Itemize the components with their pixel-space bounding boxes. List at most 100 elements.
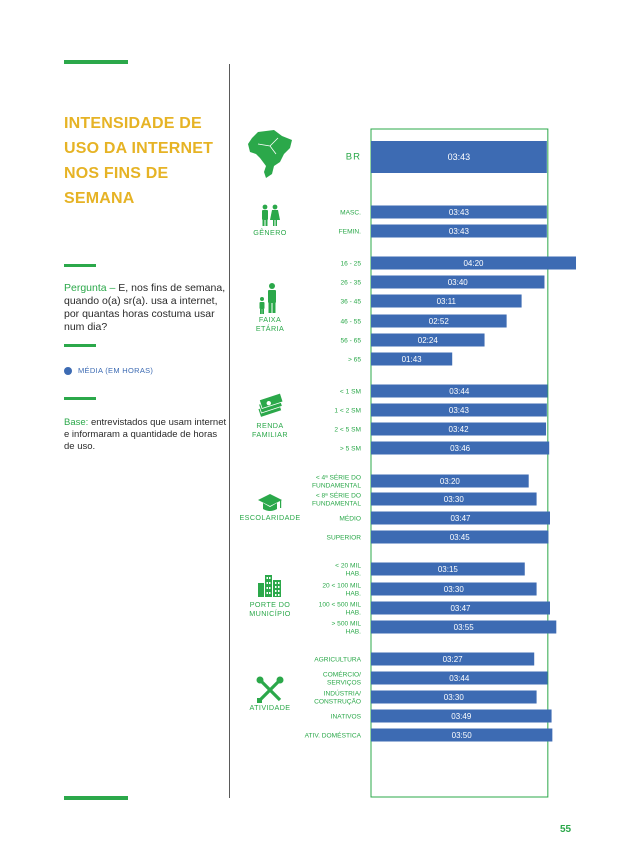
br-reference-box (370, 128, 549, 798)
bar-value-label: 03:30 (444, 693, 465, 702)
bar-value-label: 03:30 (444, 495, 465, 504)
bar-value-label: 03:30 (444, 585, 465, 594)
bar-value-label: 03:27 (443, 655, 464, 664)
category-label: < 20 MIL (335, 563, 361, 570)
bar (371, 141, 547, 173)
base-note: Base: entrevistados que usam internet e … (64, 417, 229, 453)
category-label: MÉDIO (339, 514, 361, 523)
bar (371, 671, 548, 685)
group-label: ESCOLARIDADE (239, 513, 300, 522)
group-label: FAMILIAR (252, 430, 288, 439)
category-label: FEMIN. (339, 229, 362, 236)
category-label: FUNDAMENTAL (312, 483, 361, 490)
category-label: COMÉRCIO/ (323, 670, 361, 679)
question-lead: Pergunta – (64, 282, 116, 294)
people-icon (262, 204, 280, 226)
bar (371, 294, 522, 308)
bar (371, 314, 507, 328)
bar-value-label: 03:11 (437, 297, 457, 306)
page-title: INTENSIDADE DE USO DA INTERNET NOS FINS … (64, 115, 214, 207)
bar-value-label: 03:43 (448, 152, 471, 162)
bar (371, 728, 553, 742)
bottom-green-rule (64, 796, 128, 800)
legend-label: MÉDIA (EM HORAS) (78, 366, 154, 375)
bar (371, 256, 577, 270)
bar (371, 492, 537, 506)
category-label: < 4ª SÉRIE DO (316, 473, 361, 482)
bar-value-label: 03:45 (450, 533, 471, 542)
bar (371, 205, 547, 219)
family-icon (259, 283, 276, 314)
base-lead: Base: (64, 417, 89, 428)
category-label: 100 < 500 MIL (319, 602, 362, 609)
bar-value-label: 03:49 (451, 712, 472, 721)
base-body: entrevistados que usam internet e inform… (64, 417, 227, 452)
category-label: INATIVOS (331, 714, 362, 721)
bar (371, 690, 537, 704)
group-label: MUNICÍPIO (249, 609, 291, 618)
bar-value-label: 03:20 (440, 477, 461, 486)
bar-value-label: 03:15 (438, 565, 459, 574)
category-label: HAB. (346, 571, 362, 578)
bar-value-label: 03:44 (449, 387, 470, 396)
category-label: SUPERIOR (327, 535, 362, 542)
bar (371, 441, 550, 455)
bar (371, 352, 453, 366)
category-label: 2 < 5 SM (334, 427, 361, 434)
legend-dot (64, 366, 72, 375)
bar (371, 530, 549, 544)
category-label: FUNDAMENTAL (312, 501, 361, 508)
category-label: CONSTRUÇÃO (314, 697, 361, 706)
category-label: 16 - 25 (340, 261, 361, 268)
group-label: ETÁRIA (256, 324, 284, 333)
category-label: SERVIÇOS (327, 680, 362, 687)
category-label: > 65 (348, 357, 361, 364)
bar-value-label: 03:47 (450, 514, 471, 523)
bar-value-label: 01:43 (402, 355, 423, 364)
category-label: INDÚSTRIA/ (324, 689, 362, 698)
category-label: 26 - 35 (340, 280, 361, 287)
brazil-map-icon (248, 130, 292, 178)
bar-value-label: 03:55 (454, 623, 475, 632)
category-label: 1 < 2 SM (334, 408, 361, 415)
category-label: AGRICULTURA (314, 657, 361, 664)
group-label: FAIXA (259, 315, 281, 324)
bar-value-label: 03:44 (449, 674, 470, 683)
bar-value-label: 03:43 (449, 208, 470, 217)
category-label: > 5 SM (340, 446, 361, 453)
bar-value-label: 03:43 (449, 227, 470, 236)
bar (371, 333, 485, 347)
category-label: 56 - 65 (340, 338, 361, 345)
category-label: < 8ª SÉRIE DO (316, 491, 361, 500)
group-label: ATIVIDADE (249, 703, 290, 712)
tools-icon (256, 676, 284, 703)
bar-value-label: 04:20 (463, 259, 484, 268)
category-label: 20 < 100 MIL (322, 583, 361, 590)
category-label: BR (346, 152, 361, 163)
bar-value-label: 03:40 (448, 278, 469, 287)
group-label: GÊNERO (253, 228, 287, 237)
category-label: MASC. (340, 210, 361, 217)
question-text: Pergunta – E, nos fins de semana, quando… (64, 282, 232, 334)
question-body: E, nos fins de semana, quando o(a) sr(a)… (64, 282, 226, 333)
bar-value-label: 03:46 (450, 444, 471, 453)
bar (371, 511, 550, 525)
bar (371, 601, 550, 615)
bar-value-label: 02:24 (418, 336, 439, 345)
bar (371, 709, 552, 723)
money-icon (257, 392, 284, 418)
category-label: HAB. (346, 610, 362, 617)
category-label: HAB. (346, 629, 362, 636)
category-label: 46 - 55 (340, 319, 361, 326)
category-label: HAB. (346, 591, 362, 598)
category-label: 36 - 45 (340, 299, 361, 306)
page-number: 55 (560, 824, 572, 835)
city-icon (258, 575, 281, 597)
bar (371, 474, 529, 488)
bar-value-label: 03:42 (449, 425, 470, 434)
bar (371, 275, 545, 289)
group-label: RENDA (256, 421, 283, 430)
bar (371, 422, 547, 436)
graduation-cap-icon (258, 494, 282, 511)
